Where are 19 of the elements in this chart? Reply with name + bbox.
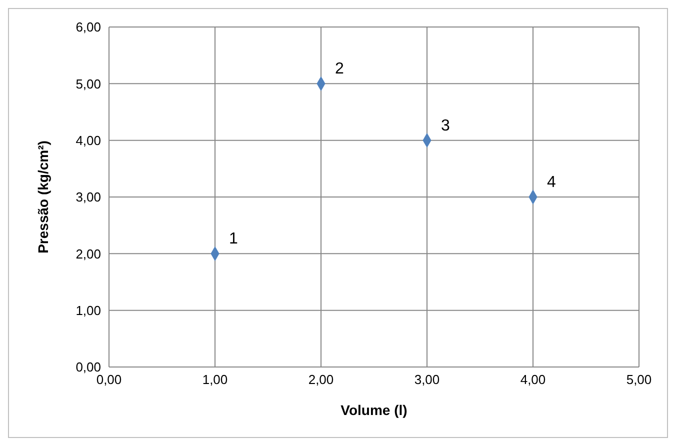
y-tick-label: 3,00	[76, 190, 101, 205]
x-tick-label: 0,00	[96, 372, 122, 388]
y-tick-label: 4,00	[76, 132, 101, 148]
x-tick-label: 2,00	[308, 372, 334, 388]
x-axis-title: Volume (l)	[340, 402, 408, 418]
y-tick-label: 5,00	[76, 76, 101, 92]
y-tick-label: 1,00	[76, 302, 101, 318]
y-tick-label: 0,00	[76, 360, 101, 375]
x-tick-label: 4,00	[520, 372, 546, 388]
y-tick-label: 2,00	[76, 246, 101, 262]
annotation: 4	[547, 174, 556, 191]
annotation: 1	[229, 230, 238, 248]
y-tick-label: 6,00	[76, 20, 101, 35]
annotation: 3	[441, 117, 450, 134]
x-tick-label: 5,00	[626, 372, 652, 388]
annotation: 2	[335, 60, 344, 78]
x-tick-label: 1,00	[202, 372, 228, 388]
y-axis-title: Pressão (kg/cm²)	[34, 140, 51, 254]
x-tick-label: 3,00	[414, 372, 440, 388]
